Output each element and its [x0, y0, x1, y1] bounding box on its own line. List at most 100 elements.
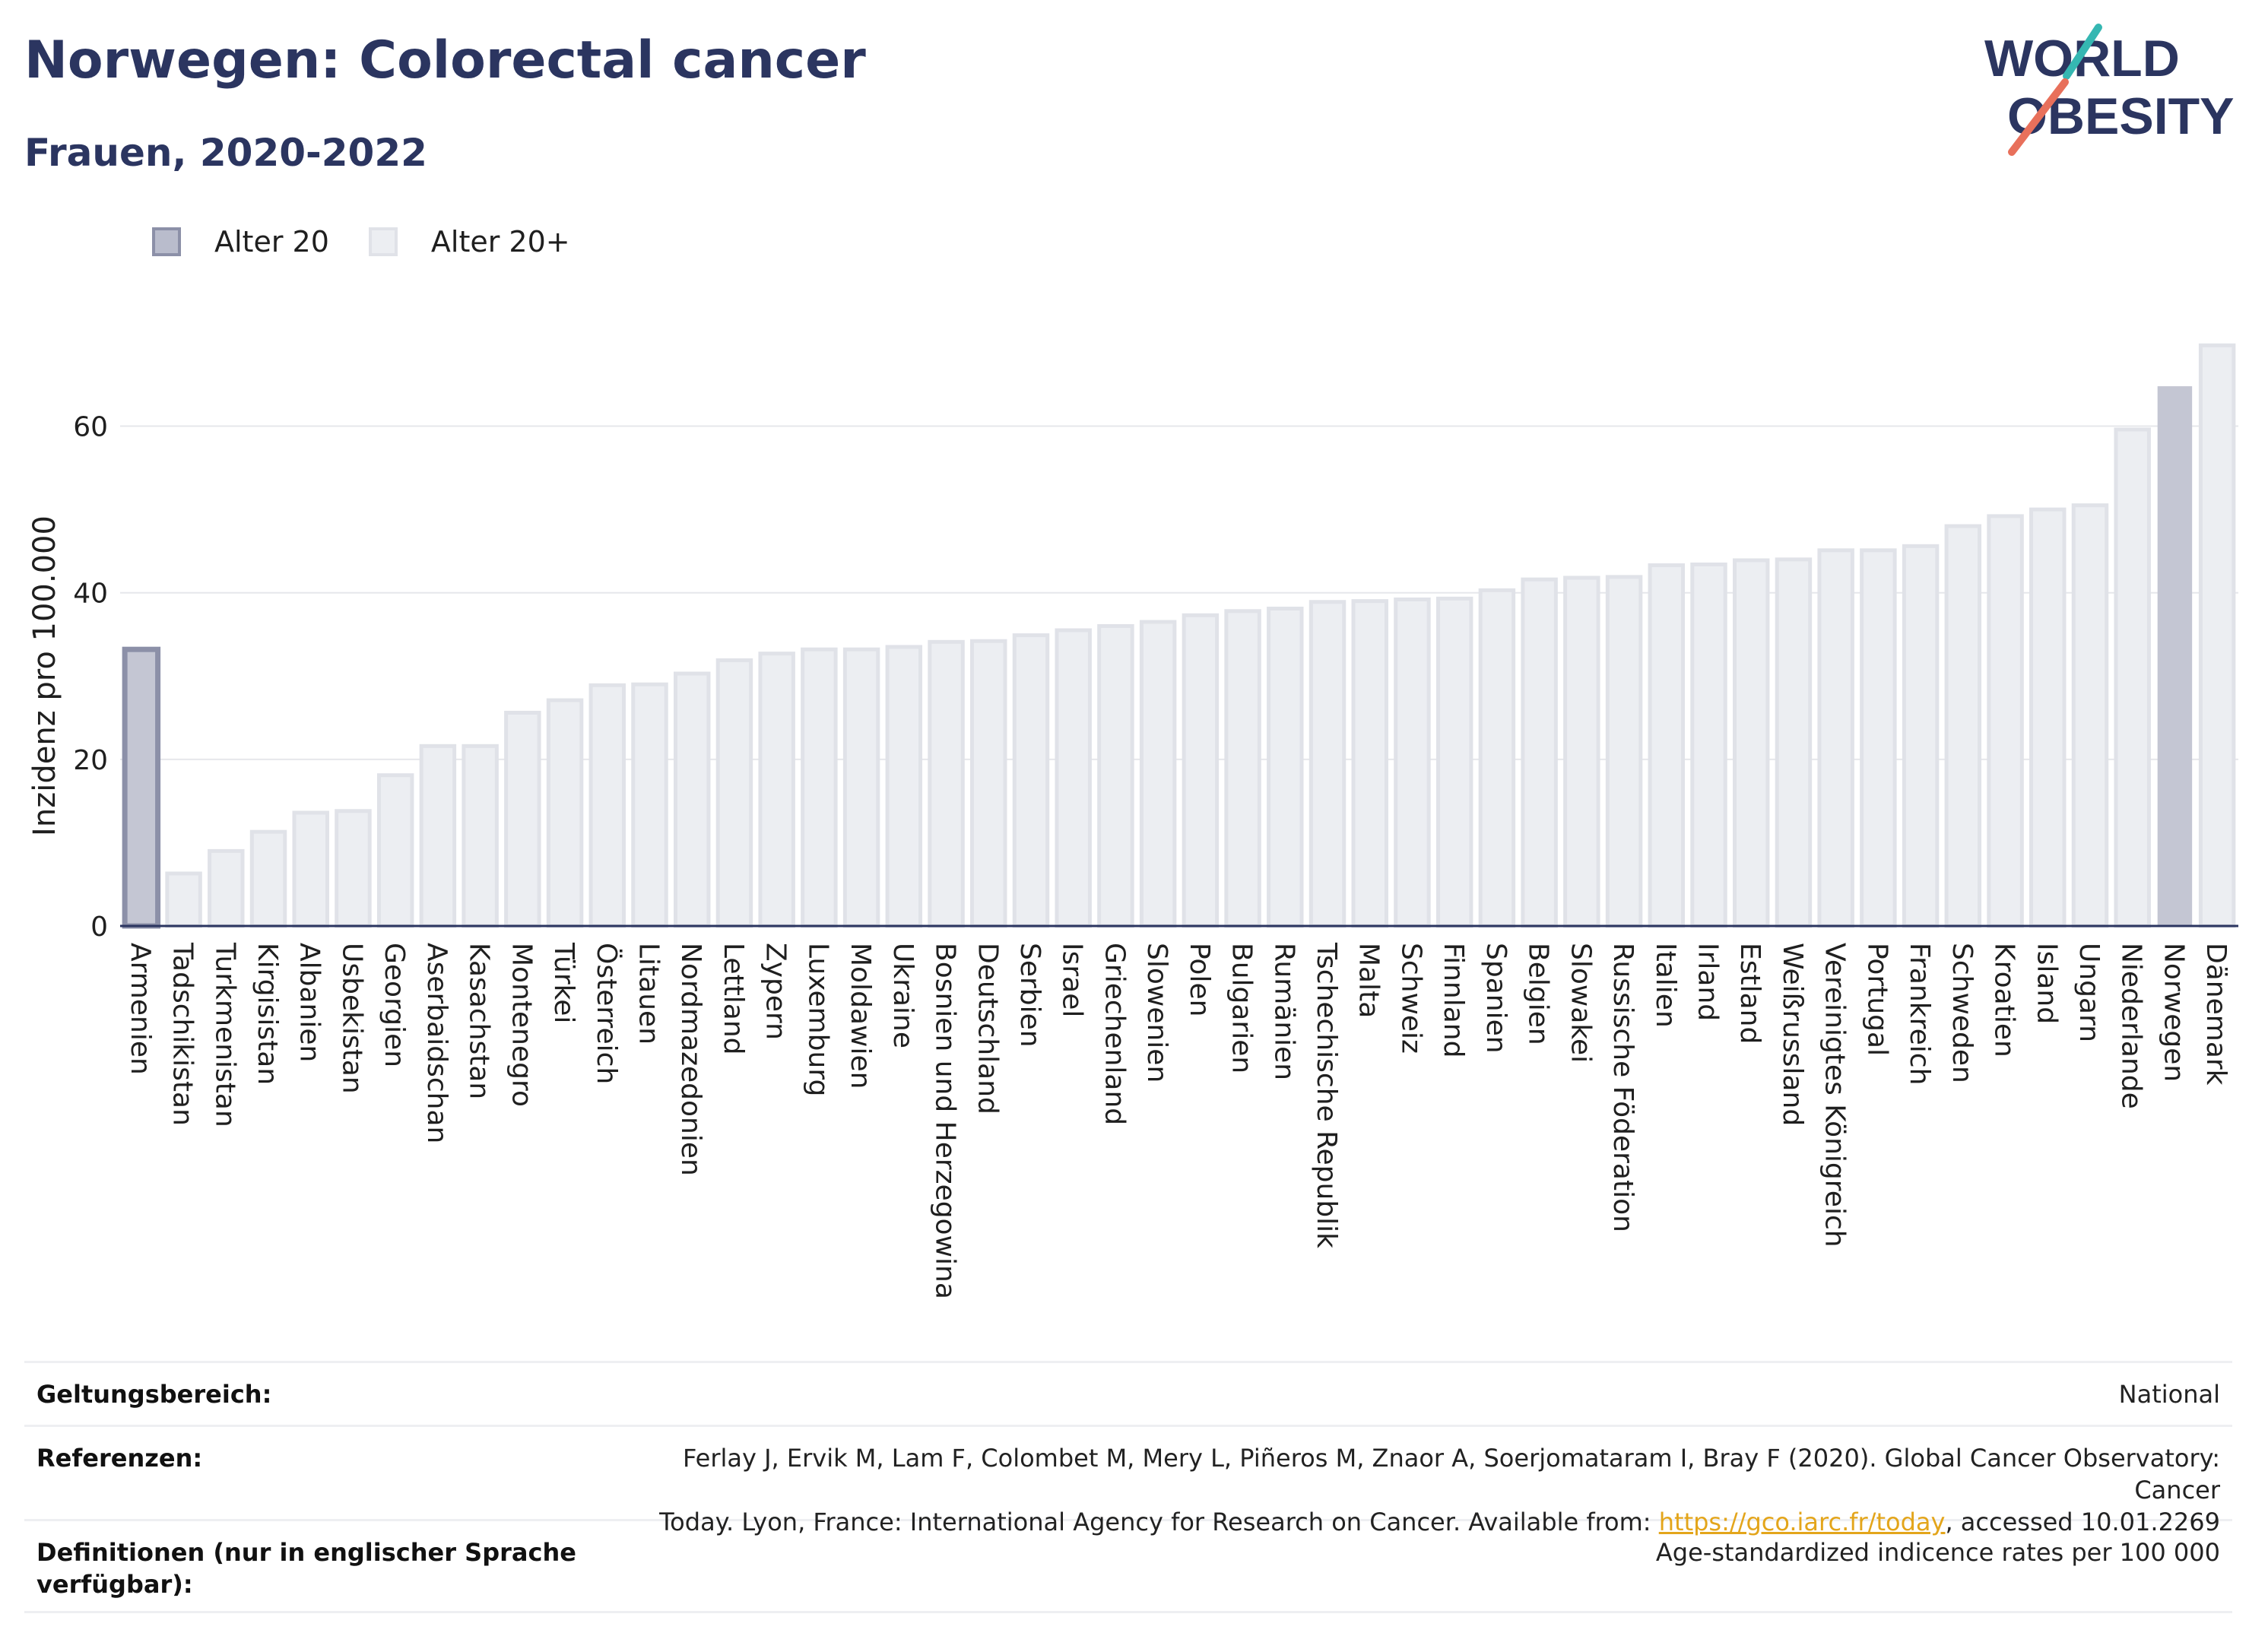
- bar-dänemark: [2198, 343, 2236, 928]
- x-tick-label-frankreich: Frankreich: [1904, 943, 1935, 1085]
- x-tick-label-israel: Israel: [1057, 943, 1088, 1017]
- x-tick-label-vereinigtes-königreich: Vereinigtes Königreich: [1819, 943, 1851, 1248]
- bar-moldawien: [842, 647, 880, 928]
- bar-ukraine: [885, 645, 923, 928]
- bar-türkei: [546, 698, 584, 928]
- bar-schweden: [1944, 524, 1982, 928]
- chart-legend: Alter 20 Alter 20+: [152, 225, 610, 258]
- scope-label: Geltungsbereich:: [36, 1379, 272, 1409]
- legend-label-alter-20: Alter 20: [214, 225, 329, 258]
- x-tick-label-tschechische-republik: Tschechische Republik: [1311, 942, 1342, 1248]
- bar-frankreich: [1902, 544, 1940, 928]
- bars: [122, 343, 2236, 929]
- references-text-line1: Ferlay J, Ervik M, Lam F, Colombet M, Me…: [683, 1444, 2220, 1505]
- bar-zypern: [758, 652, 795, 928]
- legend-label-alter-20-plus: Alter 20+: [430, 225, 570, 258]
- bar-serbien: [1012, 633, 1050, 928]
- logo-slash-teal: [2063, 24, 2102, 80]
- x-tick-label-armenien: Armenien: [125, 943, 156, 1075]
- x-tick-label-luxemburg: Luxemburg: [802, 943, 833, 1096]
- references-link[interactable]: https://gco.iarc.fr/today: [1658, 1508, 1946, 1536]
- bar-albanien: [292, 810, 329, 928]
- bar-litauen: [631, 682, 668, 928]
- x-tick-label-slowakei: Slowakei: [1565, 943, 1596, 1063]
- x-tick-label-kirgisistan: Kirgisistan: [252, 943, 283, 1085]
- x-tick-label-polen: Polen: [1184, 943, 1215, 1016]
- bar-estland: [1732, 558, 1770, 928]
- x-tick-label-schweden: Schweden: [1946, 943, 1978, 1083]
- legend-swatch-alter-20: [152, 227, 181, 256]
- bar-deutschland: [970, 639, 1007, 928]
- x-tick-label-lettland: Lettland: [718, 943, 749, 1055]
- bar-bosnien-und-herzegowina: [928, 639, 965, 928]
- x-tick-label-spanien: Spanien: [1480, 943, 1511, 1054]
- bar-finnland: [1435, 596, 1473, 928]
- bar-vereinigtes-königreich: [1817, 548, 1854, 928]
- x-tick-label-litauen: Litauen: [633, 943, 665, 1045]
- bar-turkmenistan: [208, 848, 245, 928]
- x-tick-label-norwegen: Norwegen: [2158, 943, 2189, 1082]
- bar-italien: [1648, 563, 1686, 928]
- x-tick-label-aserbaidschan: Aserbaidschan: [421, 943, 452, 1143]
- x-tick-label-ukraine: Ukraine: [887, 943, 918, 1048]
- x-tick-label-nordmazedonien: Nordmazedonien: [675, 943, 706, 1176]
- bar-slowakei: [1563, 576, 1600, 928]
- legend-item-alter-20[interactable]: Alter 20: [152, 225, 329, 258]
- bar-tadschikistan: [165, 871, 202, 928]
- x-tick-label-albanien: Albanien: [294, 943, 325, 1062]
- x-tick-label-russische-föderation: Russische Föderation: [1607, 943, 1638, 1232]
- scope-value: National: [2118, 1379, 2220, 1409]
- bar-montenegro: [504, 710, 541, 928]
- x-tick-label-malta: Malta: [1353, 943, 1385, 1018]
- x-tick-label-deutschland: Deutschland: [972, 943, 1003, 1115]
- bar-usbekistan: [335, 809, 372, 928]
- x-tick-label-montenegro: Montenegro: [506, 943, 537, 1107]
- bar-norwegen: [2157, 386, 2193, 927]
- x-tick-label-dänemark: Dänemark: [2200, 943, 2232, 1086]
- bar-malta: [1351, 599, 1388, 928]
- x-tick-label-türkei: Türkei: [548, 942, 579, 1023]
- bar-polen: [1182, 613, 1220, 928]
- bar-ungarn: [2071, 503, 2109, 928]
- bar-russische-föderation: [1605, 575, 1643, 928]
- definitions-value: Age-standardized indicence rates per 100…: [1655, 1538, 2220, 1567]
- x-tick-label-italien: Italien: [1650, 943, 1681, 1028]
- bar-georgien: [376, 773, 414, 928]
- x-tick-label-usbekistan: Usbekistan: [336, 943, 367, 1094]
- info-row-definitions: Definitionen (nur in englischer Sprache …: [24, 1519, 2232, 1613]
- references-text-accessed: , accessed 10.01.2269: [1945, 1508, 2220, 1536]
- x-tick-label-tadschikistan: Tadschikistan: [167, 942, 198, 1126]
- references-label: Referenzen:: [36, 1444, 203, 1473]
- bar-tschechische-republik: [1308, 600, 1347, 928]
- x-tick-label-slowenien: Slowenien: [1141, 943, 1172, 1083]
- bar-bulgarien: [1224, 609, 1261, 928]
- bar-niederlande: [2114, 427, 2151, 928]
- bar-lettland: [715, 658, 753, 928]
- x-tick-label-österreich: Österreich: [591, 943, 623, 1084]
- legend-item-alter-20-plus[interactable]: Alter 20+: [368, 225, 570, 258]
- x-tick-label-moldawien: Moldawien: [845, 943, 876, 1089]
- y-tick-label-0: 0: [90, 912, 108, 943]
- x-tick-label-island: Island: [2031, 943, 2062, 1024]
- bar-chart: 0 20 40 60 Inzidenz pro 100.000 Armenien Tadsc…: [27, 343, 2238, 1299]
- x-tick-label-niederlande: Niederlande: [2116, 943, 2147, 1109]
- x-tick-label-bosnien-und-herzegowina: Bosnien und Herzegowina: [930, 943, 961, 1299]
- bar-spanien: [1478, 588, 1516, 928]
- x-tick-label-zypern: Zypern: [760, 943, 791, 1040]
- x-tick-label-irland: Irland: [1692, 943, 1724, 1021]
- x-tick-label-belgien: Belgien: [1523, 943, 1554, 1045]
- world-obesity-logo: WORLD OBESITY: [1984, 24, 2235, 156]
- x-tick-label-turkmenistan: Turkmenistan: [209, 942, 240, 1127]
- bar-belgien: [1521, 577, 1558, 928]
- x-tick-label-portugal: Portugal: [1861, 943, 1892, 1056]
- bar-griechenland: [1097, 624, 1134, 928]
- x-tick-label-griechenland: Griechenland: [1099, 943, 1130, 1125]
- x-tick-label-rumänien: Rumänien: [1268, 943, 1299, 1080]
- bar-island: [2029, 507, 2067, 928]
- legend-swatch-alter-20-plus: [368, 227, 398, 256]
- y-axis-label: Inzidenz pro 100.000: [27, 515, 62, 836]
- bar-nordmazedonien: [673, 671, 711, 928]
- tick-labels: 0 20 40 60 Inzidenz pro 100.000 Armenien Tadsc…: [27, 412, 2232, 1299]
- definitions-label: Definitionen (nur in englischer Sprache …: [36, 1538, 576, 1599]
- bar-schweiz: [1394, 597, 1431, 928]
